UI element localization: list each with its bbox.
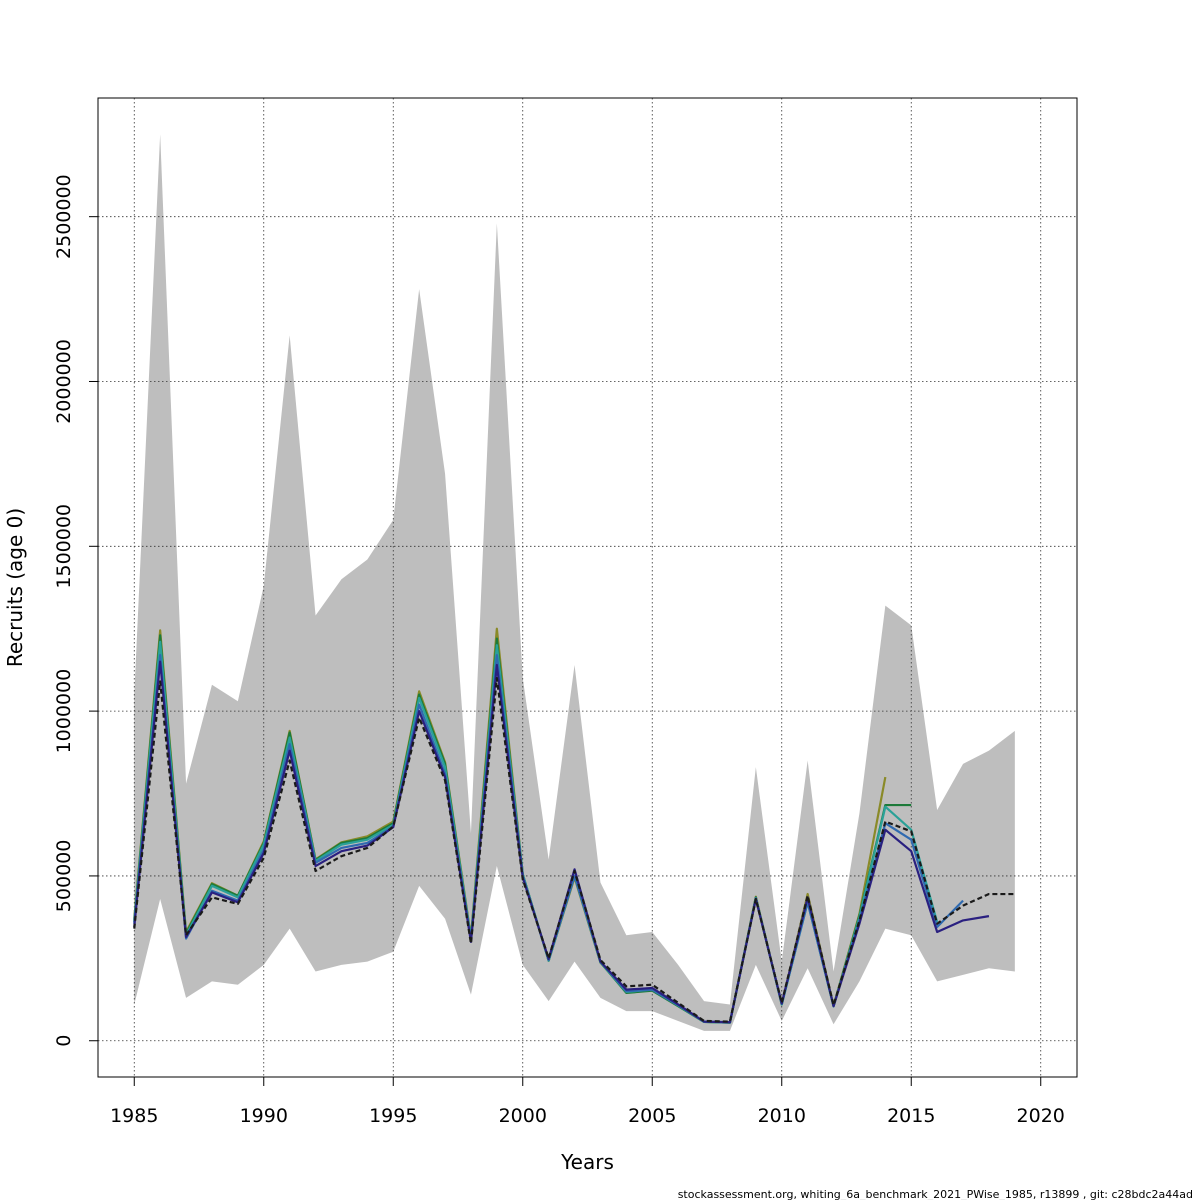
x-tick-label: 1990: [240, 1105, 288, 1127]
y-tick-label: 0: [53, 1035, 75, 1047]
x-axis-title: Years: [560, 1150, 614, 1174]
x-tick-label: 2000: [499, 1105, 547, 1127]
x-tick-label: 1985: [110, 1105, 158, 1127]
x-tick-label: 2015: [887, 1105, 935, 1127]
x-tick-label: 2020: [1017, 1105, 1065, 1127]
y-tick-label: 2000000: [53, 339, 75, 424]
y-tick-label: 1000000: [53, 669, 75, 754]
series-line-1: [133, 677, 1015, 1023]
confidence-band: [134, 134, 1015, 1031]
y-tick-label: 500000: [53, 840, 75, 913]
footer-caption: stockassessment.org, whiting_6a_benchmar…: [678, 1188, 1193, 1200]
series-layer: [133, 627, 1015, 1024]
y-axis: 0 500000 1000000 1500000 2000000 2500000: [53, 174, 99, 1047]
y-tick-label: 1500000: [53, 504, 75, 589]
grid-layer: [98, 98, 1077, 1077]
confidence-band-layer: [134, 134, 1015, 1031]
x-tick-label: 2010: [758, 1105, 806, 1127]
x-tick-label: 2005: [628, 1105, 676, 1127]
y-axis-title: Recruits (age 0): [3, 508, 27, 667]
x-tick-label: 1995: [369, 1105, 417, 1127]
y-tick-label: 2500000: [53, 174, 75, 259]
x-axis: 1985 1990 1995 2000 2005 2010 2015 2020: [110, 1076, 1065, 1127]
